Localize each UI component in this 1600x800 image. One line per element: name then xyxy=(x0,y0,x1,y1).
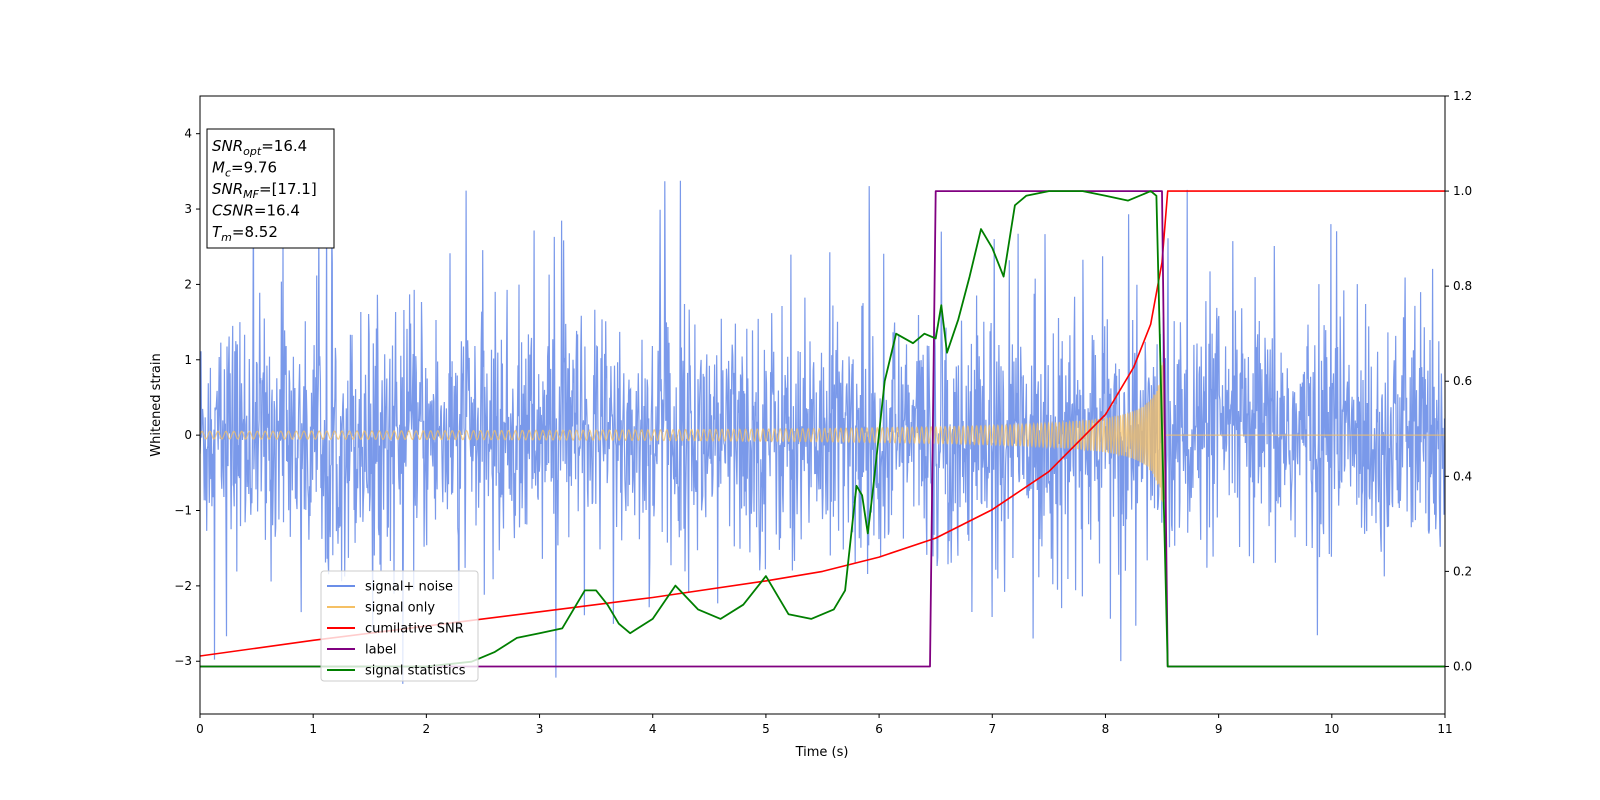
y-tick-label: 2 xyxy=(184,277,192,291)
series-signal-statistics xyxy=(200,190,1445,668)
info-box-text: SNRopt=16.4 Mc=9.76 SNRMF=[17.1] CSNR=16.4 T… xyxy=(212,137,317,244)
y-tick-label: 1 xyxy=(184,353,192,367)
x-tick-label: 7 xyxy=(988,722,996,736)
legend: signal+ noise signal only cumilative SNR la… xyxy=(320,570,479,682)
x-axis: 0 1 2 3 4 5 6 7 8 9 10 11 xyxy=(196,714,1453,736)
x-tick-label: 2 xyxy=(423,722,431,736)
y-tick-label: 0 xyxy=(184,428,192,442)
y-axis-label: Whitened strain xyxy=(149,353,164,456)
y-axis-left: −3 −2 −1 0 1 2 3 4 xyxy=(174,127,200,668)
info-box-frame xyxy=(206,128,335,249)
x-tick-label: 6 xyxy=(875,722,883,736)
x-tick-label: 5 xyxy=(762,722,770,736)
x-axis-label: Time (s) xyxy=(795,745,849,760)
series-signal-only xyxy=(200,362,1445,510)
y-axis-right: 0.0 0.2 0.4 0.6 0.8 1.0 1.2 xyxy=(1445,89,1472,673)
x-tick-label: 11 xyxy=(1437,722,1452,736)
y2-tick-label: 1.0 xyxy=(1453,184,1472,198)
x-tick-label: 3 xyxy=(536,722,544,736)
series-cumulative-snr xyxy=(200,190,1445,657)
x-tick-label: 10 xyxy=(1324,722,1339,736)
legend-label: cumilative SNR xyxy=(365,622,464,637)
x-tick-label: 9 xyxy=(1215,722,1223,736)
y2-tick-label: 0.6 xyxy=(1453,374,1472,388)
y-tick-label: −1 xyxy=(174,504,192,518)
legend-frame xyxy=(320,570,479,682)
plot-frame xyxy=(199,95,1446,715)
y-tick-label: −2 xyxy=(174,579,192,593)
legend-entries: signal+ noise signal only cumilative SNR la… xyxy=(327,580,466,679)
y2-tick-label: 0.0 xyxy=(1453,659,1472,673)
legend-label: signal+ noise xyxy=(365,580,453,595)
y2-tick-label: 0.4 xyxy=(1453,469,1472,483)
x-tick-label: 0 xyxy=(196,722,204,736)
x-tick-label: 8 xyxy=(1102,722,1110,736)
series-layer xyxy=(200,180,1445,684)
y2-tick-label: 0.2 xyxy=(1453,564,1472,578)
y2-tick-label: 1.2 xyxy=(1453,89,1472,103)
y-tick-label: 4 xyxy=(184,127,192,141)
x-tick-label: 4 xyxy=(649,722,657,736)
y2-tick-label: 0.8 xyxy=(1453,279,1472,293)
y-tick-label: −3 xyxy=(174,654,192,668)
info-box: SNRopt=16.4 Mc=9.76 SNRMF=[17.1] CSNR=16.4 T… xyxy=(206,128,335,249)
x-tick-label: 1 xyxy=(309,722,317,736)
legend-label: label xyxy=(365,643,396,658)
y-tick-label: 3 xyxy=(184,202,192,216)
legend-label: signal only xyxy=(365,601,435,616)
legend-label: signal statistics xyxy=(365,664,466,679)
